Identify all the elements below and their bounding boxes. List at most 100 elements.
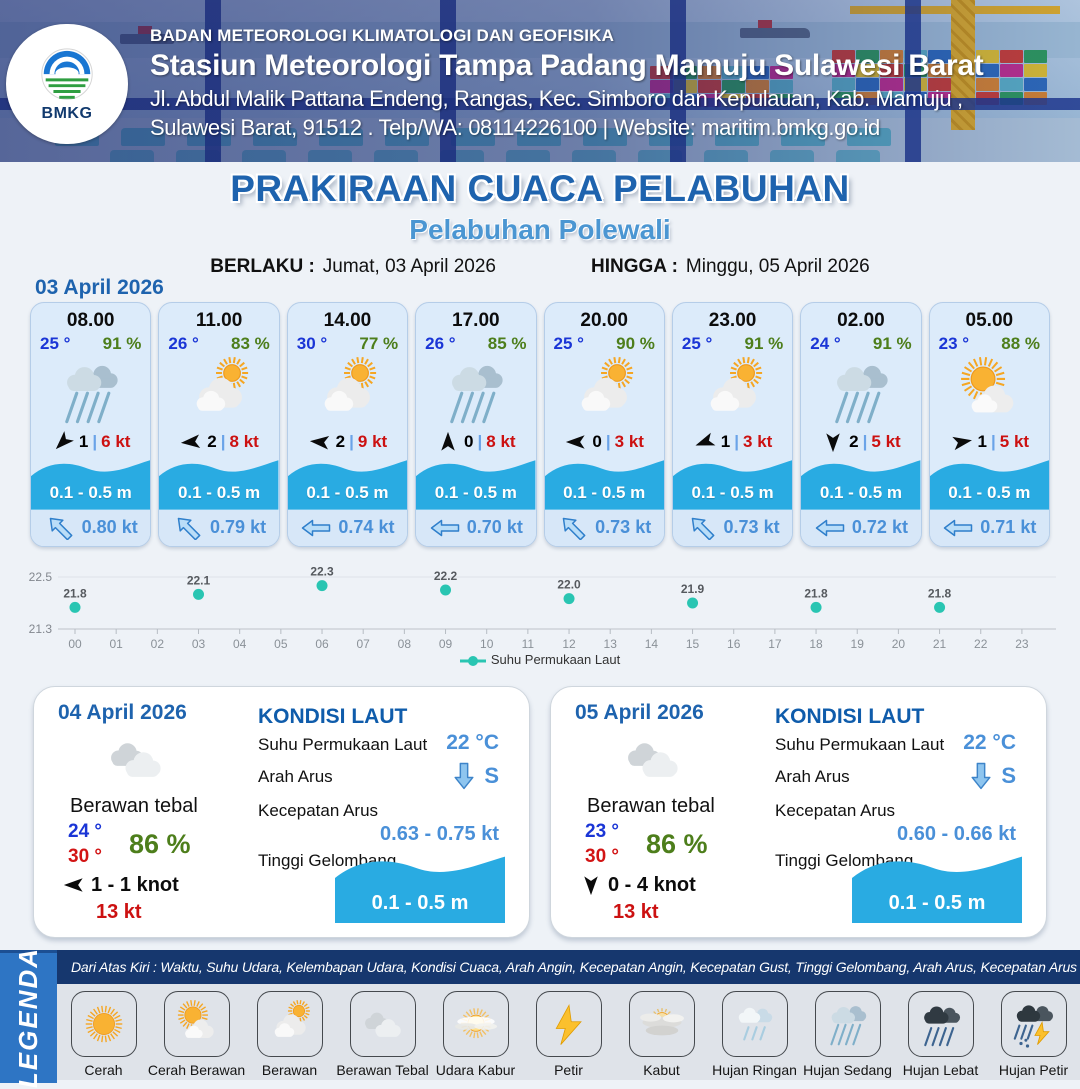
- current-speed-label: Kecepatan Arus: [775, 801, 896, 820]
- wave-height: 0.1 - 0.5 m: [49, 482, 132, 502]
- current-speed: 0.73 kt: [595, 517, 652, 538]
- current-direction-icon: [177, 517, 201, 540]
- current-direction-icon: [562, 517, 586, 540]
- wave-shape: [852, 856, 1022, 923]
- svg-text:22.5: 22.5: [29, 570, 53, 584]
- svg-text:12: 12: [562, 637, 576, 651]
- legend-item: Berawan: [245, 991, 335, 1080]
- svg-text:01: 01: [109, 637, 123, 651]
- current-info: 0.74 kt: [287, 509, 408, 546]
- svg-text:19: 19: [851, 637, 865, 651]
- wave-shape: [544, 460, 664, 510]
- legend-item: Hujan Sedang: [803, 991, 893, 1080]
- humidity: 83 %: [231, 334, 270, 353]
- current-direction-icon: [691, 517, 714, 540]
- wave-height-band: 0.1 - 0.5 m: [287, 456, 408, 510]
- legend-item: Berawan Tebal: [336, 991, 429, 1080]
- agency-name: BADAN METEOROLOGI KLIMATOLOGI DAN GEOFIS…: [150, 26, 615, 45]
- legend-item-label: Hujan Lebat: [902, 1062, 979, 1078]
- daily-date: 04 April 2026: [58, 701, 187, 724]
- wind-speed: 0: [464, 432, 474, 451]
- chart-legend-label: Suhu Permukaan Laut: [490, 652, 621, 667]
- current-direction-icon: [815, 519, 845, 537]
- legend-item: Kabut: [617, 991, 707, 1080]
- wave-shape: [31, 460, 151, 510]
- humidity: 86 %: [646, 829, 708, 859]
- port-name-subtitle: Pelabuhan Polewali: [409, 214, 671, 245]
- legend-item-label: Berawan: [261, 1062, 318, 1078]
- weather-condition: Berawan tebal: [70, 795, 198, 817]
- current-info: 0.70 kt: [416, 509, 536, 546]
- separator: |: [862, 432, 868, 451]
- separator: |: [605, 432, 611, 451]
- current-info: 0.71 kt: [929, 509, 1049, 546]
- hourly-forecast-card: 05.00 23 ° 88 % 1 | 5 kt 0.1 - 0.5 m 0.71 …: [928, 302, 1050, 547]
- south-arrow-icon: [971, 762, 991, 790]
- sst-label: Suhu Permukaan Laut: [775, 735, 945, 754]
- current-speed: 0.74 kt: [338, 517, 395, 538]
- legend-item-label: Petir: [554, 1062, 583, 1078]
- wind-speed: 1: [977, 432, 988, 451]
- wave-height-band: 0.1 - 0.5 m: [31, 456, 151, 510]
- current-direction-label: Arah Arus: [258, 767, 333, 786]
- sst-chart: 22.5 21.3 00 01 02 03 04 05 06 07 08 09 10 11 12 13 14 15…: [0, 556, 1080, 656]
- station-address-line1: Jl. Abdul Malik Pattana Endeng, Rangas, …: [150, 86, 963, 111]
- forecast-time: 23.00: [708, 310, 757, 331]
- wave-height: 0.1 - 0.5 m: [948, 482, 1031, 502]
- svg-text:18: 18: [809, 637, 823, 651]
- current-direction-letter: S: [1001, 763, 1016, 788]
- legend-item-label: Cerah Berawan: [147, 1062, 246, 1078]
- svg-text:21.8: 21.8: [804, 586, 828, 600]
- legend-section: LEGENDA Dari Atas Kiri : Waktu, Suhu Uda…: [0, 947, 1080, 1089]
- svg-text:21: 21: [933, 637, 947, 651]
- sea-condition-heading: KONDISI LAUT: [775, 705, 925, 728]
- weather-icon-cerah-berawan: [163, 991, 230, 1057]
- wind-direction-icon: [826, 433, 840, 453]
- wave-height: 0.1 - 0.5 m: [819, 482, 903, 502]
- separator: |: [92, 432, 98, 451]
- current-direction-icon: [430, 519, 460, 537]
- wind-direction-icon: [951, 436, 972, 451]
- wave-shape: [672, 460, 793, 510]
- wave-height-band: 0.1 - 0.5 m: [852, 851, 1022, 923]
- svg-text:02: 02: [151, 637, 165, 651]
- wave-height-band: 0.1 - 0.5 m: [672, 456, 793, 510]
- current-direction-letter: S: [484, 763, 499, 788]
- svg-text:08: 08: [398, 637, 412, 651]
- weather-icon-hujan-sedang: [814, 991, 881, 1057]
- humidity: 90 %: [616, 334, 655, 353]
- weather-icon-cerah: [70, 991, 137, 1057]
- weather-icon-hujan-sedang: [416, 354, 535, 430]
- valid-from-value: Jumat, 03 April 2026: [322, 256, 496, 277]
- weather-icon-kabut: [628, 991, 695, 1057]
- wind-speed: 1: [720, 432, 731, 451]
- gust-speed: 9 kt: [357, 432, 388, 451]
- wind-info: 1 | 3 kt: [673, 430, 792, 454]
- wind-direction-icon: [309, 436, 329, 450]
- legend-item-label: Hujan Petir: [998, 1062, 1069, 1078]
- station-address-line2: Sulawesi Barat, 91512 . Telp/WA: 0811422…: [150, 115, 880, 140]
- air-temperature: 26 °: [168, 334, 199, 353]
- temperature-max: 30 °: [585, 846, 620, 867]
- wind-info: 1 | 6 kt: [31, 430, 150, 454]
- svg-text:15: 15: [686, 637, 700, 651]
- wind-range: 1 - 1 knot: [91, 873, 179, 896]
- gust-speed: 8 kt: [486, 432, 516, 451]
- bmkg-logo-text: BMKG: [41, 105, 93, 122]
- wave-height: 0.1 - 0.5 m: [306, 482, 389, 502]
- svg-text:06: 06: [315, 637, 329, 651]
- legend-item: Cerah: [59, 991, 149, 1080]
- gust-speed: 5 kt: [871, 432, 901, 451]
- humidity: 85 %: [487, 334, 527, 353]
- gust-speed: 8 kt: [229, 432, 259, 451]
- hourly-forecast-card: 14.00 30 ° 77 % 2 | 9 kt 0.1 - 0.5 m 0.74 …: [286, 302, 409, 547]
- wave-height: 0.1 - 0.5 m: [563, 482, 646, 502]
- forecast-time: 14.00: [323, 310, 372, 331]
- wind-direction-icon: [55, 431, 74, 450]
- current-info: 0.73 kt: [672, 509, 793, 546]
- weather-icon-udara-kabur: [442, 991, 509, 1057]
- weather-icon-berawan-tebal: [349, 991, 416, 1057]
- valid-until: HINGGA : Minggu, 05 April 2026: [591, 256, 870, 278]
- air-temperature: 25 °: [681, 334, 713, 353]
- svg-text:16: 16: [727, 637, 741, 651]
